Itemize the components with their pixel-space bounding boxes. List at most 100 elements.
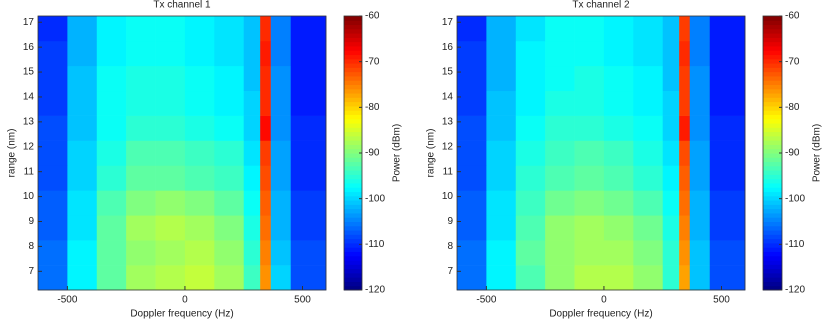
colorbar-tick-label: -100 [365,193,385,204]
colorbar-swatch [763,165,782,171]
x-tick-label: -500 [476,295,496,306]
heatmap-cell [603,90,634,116]
y-tick-label: 10 [442,191,454,202]
heatmap-cell [457,265,487,291]
heatmap-cell [486,90,517,116]
colorbar-swatch [344,221,362,227]
heatmap-cell [545,265,575,291]
colorbar-swatch [763,33,782,38]
colorbar-swatch [763,88,782,94]
heatmap-cell [214,65,245,92]
colorbar-swatch [344,37,362,43]
colorbar-swatch [344,110,362,115]
colorbar-swatch [344,63,362,68]
heatmap-cell [457,165,487,191]
colorbar-swatch [763,114,782,120]
colorbar-swatch [344,242,362,248]
colorbar-swatch [344,285,362,291]
colorbar-swatch [344,247,362,252]
heatmap-cell [486,140,517,166]
heatmap-cell [633,215,664,241]
colorbar-swatch [763,67,782,73]
heatmap-cell [662,16,680,42]
heatmap-cell [155,240,186,266]
heatmap-cell [457,115,487,141]
colorbar-swatch [763,80,782,85]
chart: -500 0 500 7 8 9 10 11 12 13 14 15 16 17 Tx channel 1 D… [7,0,403,320]
heatmap-cell [155,215,186,241]
heatmap-cell [709,90,746,116]
y-axis-label: range (nm) [7,129,18,178]
colorbar-swatch [763,204,782,210]
heatmap-cell [67,265,98,291]
heatmap-cell [515,16,546,42]
heatmap-cell [633,65,664,92]
heatmap-cell [457,190,487,216]
heatmap-cell [290,115,327,141]
colorbar-swatch [763,217,782,222]
y-tick-label: 16 [23,42,35,53]
heatmap-cell [184,115,215,141]
heatmap-cell [689,265,711,291]
heatmap-cell [214,240,245,266]
heatmap-cell [126,165,156,191]
colorbar-swatch [763,63,782,68]
y-tick-label: 8 [447,241,453,252]
colorbar-tick-label: -110 [365,239,385,250]
y-tick-label: 9 [447,216,453,227]
heatmap-cell [260,90,272,116]
y-tick-label: 13 [442,117,454,128]
heatmap-cell [679,115,691,141]
heatmap-cell [214,40,245,67]
heatmap-cell [260,240,272,266]
heatmap-cell [243,215,261,241]
heatmap-cell [155,90,186,116]
heatmap-cell [243,115,261,141]
x-tick-label: -500 [57,295,77,306]
colorbar-swatch [763,268,782,274]
colorbar-swatch [344,251,362,257]
heatmap-cell [515,40,546,67]
heatmap-cell [709,240,746,266]
colorbar-swatch [344,148,362,154]
heatmap-cell [155,165,186,191]
heatmap-cell [290,140,327,166]
heatmap-cell [515,65,546,92]
heatmap-cell [545,65,575,92]
y-tick-label: 17 [442,17,454,28]
colorbar-swatch [763,45,782,51]
heatmap-cell [270,265,292,291]
heatmap-cell [689,115,711,141]
heatmap-cell [155,115,186,141]
colorbar-swatch [344,123,362,128]
colorbar-swatch [344,204,362,210]
heatmap-cell [709,165,746,191]
colorbar-swatch [344,157,362,163]
heatmap-cell [184,90,215,116]
heatmap-cell [662,165,680,191]
heatmap-cell [574,140,605,166]
heatmap-cell [214,115,245,141]
colorbar-swatch [344,153,362,158]
x-axis-label: Doppler frequency (Hz) [549,309,652,320]
colorbar-swatch [763,144,782,150]
heatmap-cell [290,16,327,42]
heatmap-cell [574,265,605,291]
heatmap-cell [290,165,327,191]
colorbar-swatch [763,71,782,77]
heatmap-cell [67,65,98,92]
heatmap-cell [270,165,292,191]
heatmap-cell [67,40,98,67]
colorbar-swatch [344,161,362,167]
heatmap-cell [486,115,517,141]
heatmap-cell [290,65,327,92]
heatmap-cell [603,65,634,92]
heatmap-cell [214,215,245,241]
heatmap-cell [38,165,68,191]
heatmap-cell [96,40,127,67]
heatmap-cell [96,215,127,241]
heatmap-cell [270,90,292,116]
heatmap-cell [679,140,691,166]
heatmap-cell [457,16,487,42]
heatmap-cell [38,16,68,42]
